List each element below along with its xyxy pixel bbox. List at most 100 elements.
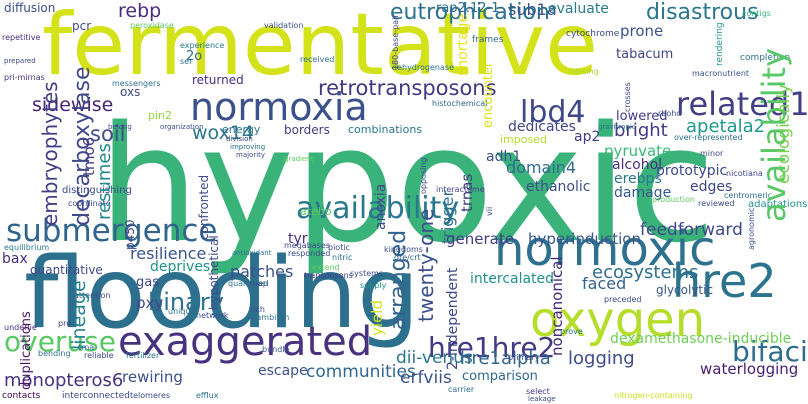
word-damage: damage (614, 185, 672, 201)
word-oxs: 2o (186, 49, 203, 64)
word-duplications: duplications (19, 311, 34, 390)
word-ap2: ap2 (574, 129, 601, 145)
word-ecosystems: ecosystems (592, 262, 699, 283)
word-organization: belong (108, 123, 132, 131)
word-feedforward: feedforward (640, 220, 743, 240)
word-pcr: diffusion (4, 1, 56, 15)
word-missing: pri-mirnas (4, 73, 45, 82)
word-prototypic: prototypic (656, 163, 728, 179)
word-lbd4: related14 (676, 85, 808, 123)
word-over-represented: crosses (623, 82, 632, 112)
word-domain4: domain4 (506, 158, 577, 177)
word-messengers: messengers (112, 79, 161, 88)
word-escape: escape (258, 363, 308, 379)
word-ecologically: ecologically (774, 83, 794, 184)
word-bax: bax (2, 251, 28, 267)
word-trnas: trnas (458, 173, 476, 212)
word-monopteros6: monopteros6 (4, 370, 124, 391)
word-logging: logging (568, 348, 635, 369)
word-attention: responded (288, 249, 331, 258)
word-180-base-pair: 180-base-pair (391, 14, 400, 70)
word-adaptations: adaptations (748, 199, 808, 210)
word-patches: patches (230, 262, 294, 281)
word-quantitative: quantitative (30, 263, 103, 277)
word-crosses: preceded (604, 295, 642, 304)
word-prove: carrier (448, 385, 475, 394)
word-pxy: pxy (136, 294, 164, 312)
word-belong: gradient (284, 155, 314, 163)
word-experience: experience (180, 41, 225, 50)
word-evaluate: evaluate (548, 1, 609, 17)
word-validation: validation (264, 21, 304, 30)
word-majority: improving (230, 143, 266, 151)
word-resumes: resumes (94, 143, 115, 220)
word-telomeres: select (526, 387, 550, 396)
word-frames: frames (472, 35, 504, 45)
word-primary: leakage (528, 395, 556, 403)
word-bending: trna (78, 343, 95, 352)
word-tyr: tyr (288, 231, 308, 247)
word-wox14: wox14 (192, 122, 255, 144)
word-cambium: attention (74, 291, 111, 300)
word-opposing: ser (180, 57, 193, 66)
word-dedicates: dedicates (508, 119, 576, 135)
word-agronomic: over-represented (674, 133, 743, 142)
word-disastrous: eutrophication (390, 0, 550, 25)
word-confronted: hypothetical (207, 235, 221, 310)
word-adh1: adh1 (486, 149, 522, 165)
word-trna: bundle (262, 345, 290, 354)
word-feedback: coordinate (68, 199, 111, 208)
word-submergence: submergence (6, 213, 218, 249)
word-encounter-v: encounter (481, 61, 496, 128)
word-comparison: glycolytic (656, 283, 714, 297)
word-normoxia: normoxia (190, 85, 368, 129)
word-fertilizer: telomeres (130, 391, 171, 400)
word-interconnected: fertilizer (126, 351, 160, 360)
word-map: network (196, 311, 229, 320)
word-megabases: production (652, 195, 695, 204)
word-transposons: map (250, 279, 268, 288)
word-dehydrogenase: dehydrogenase (392, 63, 454, 72)
word-coordinate: centromeric (724, 191, 773, 200)
word-dre/crt: nitric (332, 253, 353, 262)
word-dexamethasone-inducible: nitrogen-containing (614, 391, 693, 400)
word-network: cambium (252, 313, 290, 322)
word-pyruvate: pyruvate (604, 142, 672, 160)
word-rebp: bifacial (732, 335, 808, 368)
word-hitherto: combinations (348, 123, 423, 136)
word-atebp: comparison (462, 369, 538, 384)
word-supply: unique (168, 307, 196, 316)
word-centromeric: minor (700, 149, 724, 158)
word-ser: organization (160, 123, 204, 131)
word-histochemical: histochemical (432, 99, 488, 108)
word-generate: generate (446, 230, 514, 248)
word-noncanonical: noncanonical (548, 256, 566, 356)
word-peroxidase: peroxidase (130, 21, 174, 30)
word-ad: imposed (500, 133, 547, 146)
word-gradient: majority (236, 151, 266, 159)
word-trigger: trigger (438, 189, 457, 244)
word-extend: transposons (304, 271, 353, 280)
word-erebps: erebps (614, 171, 662, 187)
word-macronutrient: macronutrient (692, 69, 750, 78)
word-sidewise: sidewise (32, 94, 114, 116)
word-gas: gas (136, 275, 159, 290)
word-rbohd: distinguishing (62, 185, 132, 196)
word-ethanolic: ethanolic (526, 179, 591, 195)
word-leakage: kingdoms (384, 245, 423, 254)
word-hypothetical: p450 (123, 219, 137, 250)
word-bundle: primary (508, 353, 540, 362)
word-alcohol: alcohol (612, 157, 663, 173)
word-flooding: flooding (24, 237, 420, 351)
word-2-independent: 2-independent (445, 267, 461, 370)
word-lineage: lineage (68, 280, 90, 350)
word-pri-mirnas: contacts (2, 391, 41, 401)
word-contacts: reliable (84, 351, 114, 360)
word-hre2: hre2 (672, 254, 777, 308)
word-borders: energy (222, 123, 261, 136)
word-equilibrium: interconnected (62, 391, 130, 401)
word-sub1a: sub1a (508, 0, 557, 19)
word-naphthylphthalamic: retrotransposons (318, 76, 497, 100)
word-overuse: lbd4 (520, 95, 586, 130)
